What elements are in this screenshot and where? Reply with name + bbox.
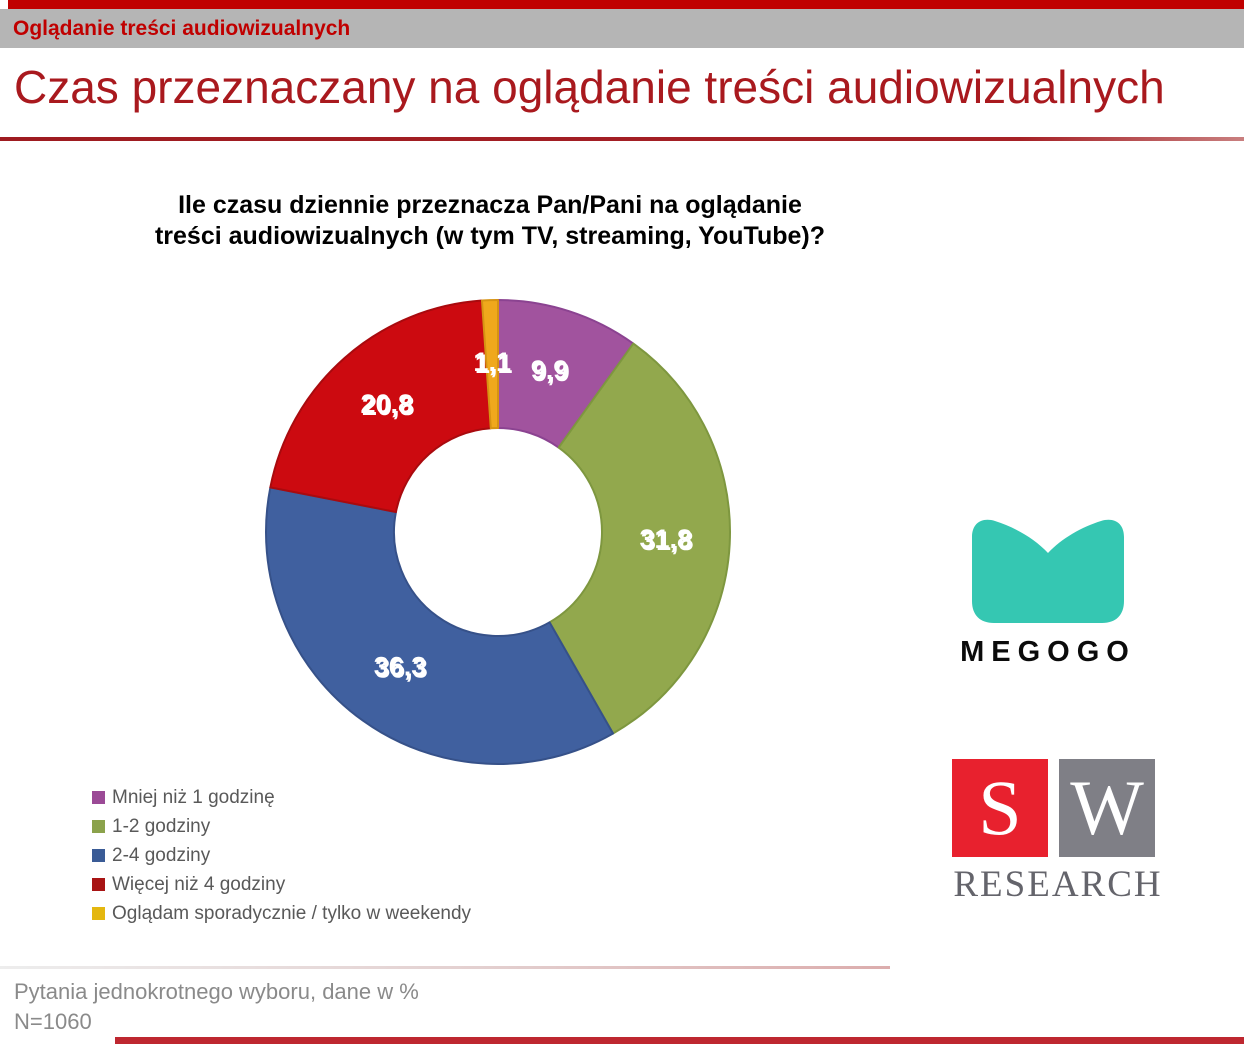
footer-sample-size: N=1060 <box>14 1009 92 1034</box>
legend-swatch <box>92 849 105 862</box>
sw-logo-squares: S W <box>952 759 1164 857</box>
segment-label: 20,8 <box>361 389 414 419</box>
segment-label: 9,9 <box>531 355 569 385</box>
megogo-mark-icon <box>972 519 1124 623</box>
segment-label: 36,3 <box>374 652 427 682</box>
segment-label: 31,8 <box>640 524 693 554</box>
legend-swatch <box>92 820 105 833</box>
section-tag: Oglądanie treści audiowizualnych <box>13 16 351 40</box>
chart-question-line2: treści audiowizualnych (w tym TV, stream… <box>154 222 826 250</box>
legend-label: 1-2 godziny <box>112 815 211 837</box>
segment-label-shadow: 9,9 <box>532 357 570 387</box>
chart-question-line1: Ile czasu dziennie przeznacza Pan/Pani n… <box>178 191 802 219</box>
sw-logo-s-square: S <box>952 759 1048 857</box>
legend-swatch <box>92 791 105 804</box>
sw-research-wordmark: RESEARCH <box>953 864 1163 905</box>
megogo-logo: MEGOGO <box>940 516 1156 669</box>
sw-logo-letter-s: S <box>978 764 1022 851</box>
title-underline <box>0 137 1244 141</box>
donut-segment <box>480 299 499 430</box>
segment-label-shadow: 31,8 <box>641 526 694 556</box>
segment-label-shadow: 1,1 <box>475 349 513 379</box>
legend-label: 2-4 godziny <box>112 844 211 866</box>
legend-item: 1-2 godziny <box>92 812 471 841</box>
donut-chart: 9,99,931,831,836,336,320,820,81,11,1 <box>265 299 731 765</box>
donut-segment <box>548 342 731 735</box>
legend-item: 2-4 godziny <box>92 841 471 870</box>
donut-segments <box>265 299 731 765</box>
legend-swatch <box>92 878 105 891</box>
page-title: Czas przeznaczany na oglądanie treści au… <box>14 61 1165 113</box>
legend-item: Mniej niż 1 godzinę <box>92 783 471 812</box>
top-accent-strip <box>8 0 1244 9</box>
sw-research-logo: S W RESEARCH <box>952 759 1164 906</box>
footer-divider <box>0 966 890 969</box>
donut-segment <box>265 486 615 765</box>
footer-note: Pytania jednokrotnego wyboru, dane w % N… <box>14 977 419 1037</box>
legend-item: Więcej niż 4 godziny <box>92 870 471 899</box>
segment-label: 1,1 <box>473 347 511 377</box>
legend-label: Więcej niż 4 godziny <box>112 873 286 895</box>
segment-label-shadow: 36,3 <box>375 654 428 684</box>
legend-swatch <box>92 907 105 920</box>
sw-logo-letter-w: W <box>1070 764 1144 851</box>
section-header-bar: Oglądanie treści audiowizualnych <box>0 9 1244 48</box>
segment-label-shadow: 20,8 <box>362 391 415 421</box>
legend-label: Mniej niż 1 godzinę <box>112 786 275 808</box>
chart-question: Ile czasu dziennie przeznacza Pan/Pani n… <box>60 190 920 252</box>
megogo-wordmark: MEGOGO <box>960 636 1136 668</box>
legend-label: Oglądam sporadycznie / tylko w weekendy <box>112 902 472 924</box>
legend-item: Oglądam sporadycznie / tylko w weekendy <box>92 899 471 928</box>
bottom-accent-strip <box>115 1037 1244 1044</box>
chart-legend: Mniej niż 1 godzinę 1-2 godziny 2-4 godzin… <box>92 783 471 928</box>
donut-segment <box>269 299 492 514</box>
footer-note-line1: Pytania jednokrotnego wyboru, dane w % <box>14 979 419 1004</box>
sw-logo-w-square: W <box>1059 759 1155 857</box>
